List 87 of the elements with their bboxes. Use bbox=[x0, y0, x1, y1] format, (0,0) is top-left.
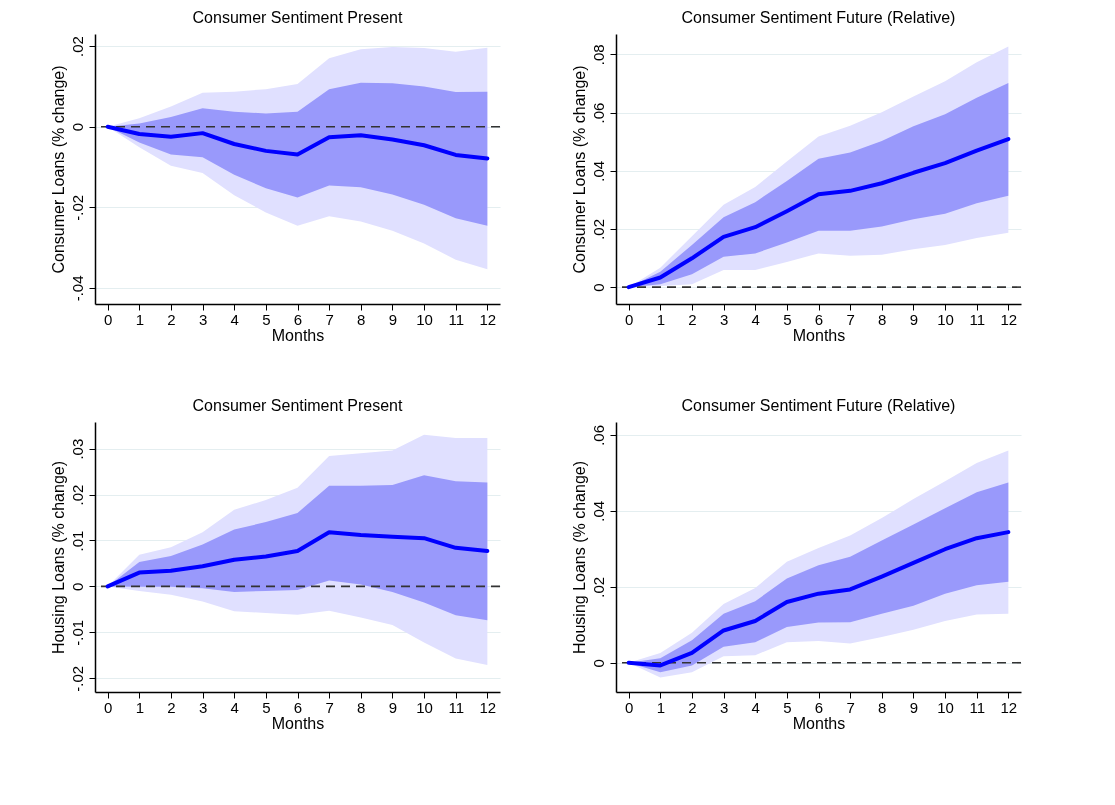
y-tick-label: 0 bbox=[68, 582, 86, 592]
x-tick-label: 3 bbox=[719, 698, 729, 716]
y-tick-label: -.02 bbox=[68, 194, 86, 221]
x-tick-label: 5 bbox=[262, 698, 271, 716]
x-tick-label: 6 bbox=[293, 310, 303, 328]
x-tick-label: 11 bbox=[448, 698, 464, 716]
x-tick-label: 0 bbox=[103, 698, 113, 716]
y-tick-label: 0 bbox=[68, 123, 86, 132]
y-tick-label: .08 bbox=[589, 44, 607, 66]
x-tick-label: 6 bbox=[814, 310, 824, 328]
line-series bbox=[105, 124, 490, 161]
x-tick-label: 10 bbox=[937, 698, 954, 716]
x-tick-label: 0 bbox=[624, 310, 634, 328]
x-tick-label: 9 bbox=[388, 310, 398, 328]
x-tick-label: 4 bbox=[751, 310, 760, 328]
x-axis-title: Months bbox=[792, 326, 846, 344]
chart-title: Consumer Sentiment Future (Relative) bbox=[681, 397, 956, 414]
chart-title: Consumer Sentiment Present bbox=[192, 9, 403, 26]
x-tick-label: 12 bbox=[479, 698, 497, 716]
line-series bbox=[626, 530, 1011, 668]
y-tick-label: .04 bbox=[589, 500, 607, 522]
y-tick-label: .03 bbox=[68, 438, 86, 460]
x-tick-label: 4 bbox=[751, 698, 760, 716]
x-tick-label: 5 bbox=[262, 310, 271, 328]
x-tick-label: 7 bbox=[846, 310, 855, 328]
x-axis-title: Months bbox=[792, 714, 846, 732]
x-axis-title: Months bbox=[271, 326, 325, 344]
x-tick-label: 9 bbox=[909, 310, 919, 328]
x-tick-label: 4 bbox=[230, 310, 239, 328]
x-tick-label: 0 bbox=[103, 310, 113, 328]
x-tick-label: 10 bbox=[937, 310, 954, 328]
x-tick-label: 5 bbox=[783, 698, 792, 716]
y-tick-label: .06 bbox=[589, 424, 607, 446]
x-tick-label: 8 bbox=[357, 698, 366, 716]
y-tick-label: -.02 bbox=[68, 665, 86, 692]
x-tick-label: 10 bbox=[416, 310, 433, 328]
x-tick-label: 7 bbox=[325, 698, 334, 716]
x-tick-label: 8 bbox=[357, 310, 366, 328]
x-tick-label: 2 bbox=[167, 698, 176, 716]
x-tick-label: 8 bbox=[878, 310, 887, 328]
x-tick-label: 2 bbox=[167, 310, 176, 328]
x-tick-label: 1 bbox=[656, 310, 665, 328]
y-tick-label: .02 bbox=[589, 219, 607, 240]
y-tick-label: .02 bbox=[68, 36, 86, 58]
x-tick-label: 12 bbox=[1000, 698, 1018, 716]
y-tick-label: .02 bbox=[68, 484, 86, 506]
y-tick-label: -.01 bbox=[68, 619, 86, 646]
x-tick-label: 3 bbox=[198, 310, 208, 328]
x-tick-label: 2 bbox=[688, 698, 697, 716]
line-series bbox=[105, 530, 490, 589]
x-tick-label: 1 bbox=[656, 698, 665, 716]
x-tick-label: 5 bbox=[783, 310, 792, 328]
x-tick-label: 7 bbox=[325, 310, 334, 328]
x-tick-label: 4 bbox=[230, 698, 239, 716]
y-tick-label: .01 bbox=[68, 530, 86, 552]
y-tick-label: 0 bbox=[589, 283, 607, 292]
y-tick-label: -.04 bbox=[68, 275, 86, 302]
y-tick-label: .02 bbox=[589, 576, 607, 598]
y-tick-label: .04 bbox=[589, 160, 607, 182]
x-tick-label: 11 bbox=[969, 698, 985, 716]
x-tick-label: 12 bbox=[479, 310, 497, 328]
x-tick-label: 9 bbox=[388, 698, 398, 716]
y-tick-label: 0 bbox=[589, 659, 607, 668]
chart-title: Consumer Sentiment Future (Relative) bbox=[681, 9, 956, 26]
y-axis-title: Consumer Loans (% change) bbox=[570, 65, 588, 274]
x-tick-label: 6 bbox=[814, 698, 824, 716]
y-axis-title: Housing Loans (% change) bbox=[570, 460, 588, 655]
y-tick-label: .06 bbox=[589, 102, 607, 124]
x-tick-label: 8 bbox=[878, 698, 887, 716]
x-tick-label: 12 bbox=[1000, 310, 1018, 328]
x-axis-title: Months bbox=[271, 714, 325, 732]
y-axis-title: Consumer Loans (% change) bbox=[49, 65, 67, 274]
x-tick-label: 7 bbox=[846, 698, 855, 716]
chart-title: Consumer Sentiment Present bbox=[192, 397, 403, 414]
x-tick-label: 0 bbox=[624, 698, 634, 716]
x-tick-label: 11 bbox=[448, 310, 464, 328]
y-axis-title: Housing Loans (% change) bbox=[49, 460, 67, 655]
x-tick-label: 3 bbox=[198, 698, 208, 716]
x-tick-label: 11 bbox=[969, 310, 985, 328]
x-tick-label: 1 bbox=[135, 310, 144, 328]
line-series bbox=[626, 137, 1011, 290]
x-tick-label: 3 bbox=[719, 310, 729, 328]
x-tick-label: 9 bbox=[909, 698, 919, 716]
x-tick-label: 2 bbox=[688, 310, 697, 328]
x-tick-label: 1 bbox=[135, 698, 144, 716]
x-tick-label: 10 bbox=[416, 698, 433, 716]
x-tick-label: 6 bbox=[293, 698, 303, 716]
